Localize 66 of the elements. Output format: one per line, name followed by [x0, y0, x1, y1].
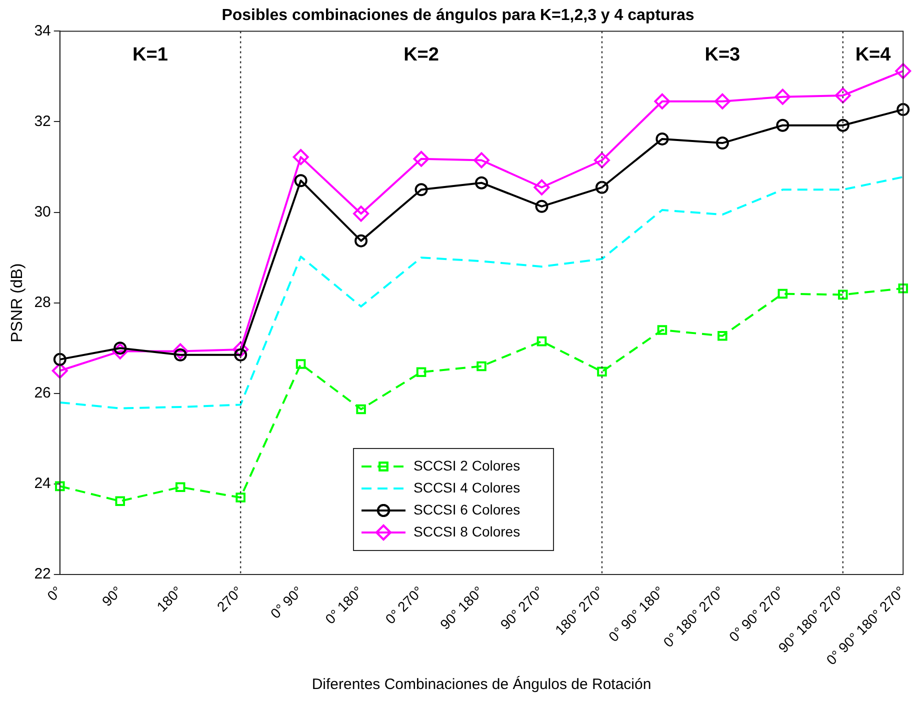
legend-label: SCCSI 6 Colores: [414, 501, 520, 518]
point: [534, 179, 550, 196]
point: [236, 492, 246, 502]
point: [594, 152, 610, 168]
x-tick-label: 90°: [98, 582, 125, 610]
point: [234, 348, 248, 362]
point: [414, 183, 428, 196]
point: [112, 343, 128, 360]
annotation: K=2: [404, 44, 439, 66]
point: [776, 118, 790, 132]
line-series: [58, 176, 904, 410]
x-tick-label: 0° 90°: [267, 582, 306, 622]
legend-label: SCCSI 8 Colores: [414, 523, 520, 540]
point: [595, 180, 608, 194]
point: [475, 176, 488, 190]
point: [296, 359, 306, 369]
y-axis-title: PSNR (dB): [9, 263, 26, 342]
point: [896, 103, 910, 116]
point: [714, 93, 730, 110]
point: [232, 341, 249, 358]
point: [353, 206, 370, 222]
point: [115, 496, 126, 506]
y-tick-label: 26: [34, 384, 51, 402]
legend-label: SCCSI 2 Colores: [414, 457, 520, 474]
annotation: K=1: [132, 44, 168, 66]
point: [836, 118, 850, 132]
point: [778, 288, 788, 299]
point: [175, 482, 186, 492]
point: [895, 63, 912, 80]
point: [834, 87, 851, 104]
y-tick-label: 34: [34, 22, 51, 40]
point: [716, 136, 729, 150]
point: [413, 150, 430, 167]
x-axis-title: Diferentes Combinaciones de Ángulos de Rotación: [312, 675, 652, 694]
point: [54, 481, 65, 492]
point: [774, 88, 791, 105]
y-tick-label: 28: [34, 294, 51, 311]
y-tick-label: 24: [34, 475, 51, 492]
y-tick-label: 22: [34, 566, 51, 583]
point: [536, 336, 547, 346]
point: [354, 234, 368, 248]
point: [718, 331, 728, 341]
y-tick-label: 32: [34, 112, 51, 130]
point: [898, 283, 908, 294]
legend-label: SCCSI 4 Colores: [414, 479, 520, 496]
point: [474, 152, 490, 168]
point: [416, 367, 426, 377]
annotation: K=3: [704, 44, 740, 66]
point: [356, 404, 366, 414]
point: [838, 290, 848, 300]
point: [657, 325, 668, 335]
point: [597, 366, 607, 377]
chart-title: Posibles combinaciones de ángulos para K=1,2,3 y 4 capturas: [222, 7, 694, 24]
point: [656, 132, 669, 146]
point: [654, 93, 670, 110]
y-tick-label: 30: [34, 203, 51, 220]
point: [52, 362, 68, 379]
x-tick-label: 0°: [44, 582, 65, 604]
point: [535, 200, 548, 213]
annotation: K=4: [855, 44, 892, 66]
point: [294, 174, 308, 188]
point: [476, 361, 486, 372]
point: [172, 343, 188, 360]
point: [292, 149, 309, 166]
point: [53, 352, 66, 366]
point: [114, 342, 127, 355]
